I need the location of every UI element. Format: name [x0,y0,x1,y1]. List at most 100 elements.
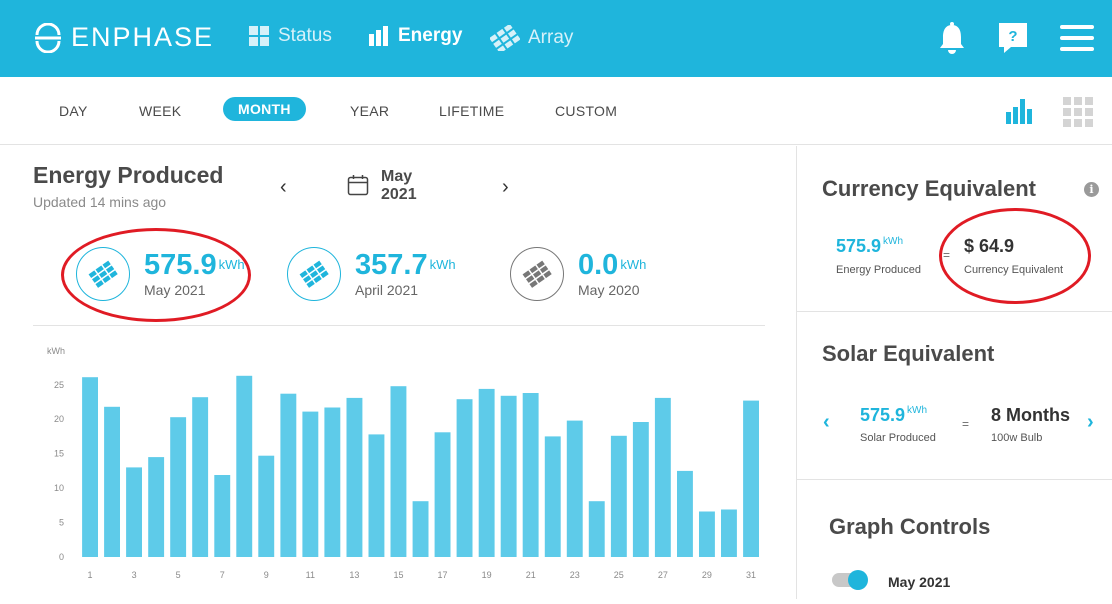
solar-equivalent-section: Solar Equivalent ‹ 575.9 kWh Solar Produc… [797,312,1112,480]
graph-controls-title: Graph Controls [829,514,991,539]
period-day[interactable]: DAY [59,103,88,119]
bar-day-5[interactable] [170,417,187,557]
bar-day-26[interactable] [632,422,649,557]
nav-energy[interactable]: Energy [368,25,462,47]
bar-day-9[interactable] [258,455,275,557]
calendar-icon [347,175,369,196]
bar-day-17[interactable] [434,432,451,557]
period-lifetime[interactable]: LIFETIME [439,103,505,119]
period-week[interactable]: WEEK [139,103,182,119]
currency-equivalent-section: Currency Equivalent i 575.9 kWh Energy Pr… [797,146,1112,312]
bar-day-11[interactable] [302,411,319,557]
nav-status[interactable]: Status [248,25,332,47]
x-tick-label: 11 [306,570,315,580]
bar-day-27[interactable] [654,397,671,557]
bar-day-12[interactable] [324,407,341,558]
bar-day-19[interactable] [478,388,495,557]
bar-day-3[interactable] [126,467,142,557]
bar-day-13[interactable] [346,397,363,557]
currency-produced-unit: kWh [883,236,904,247]
kpi-last-year-number: 0.0 [578,249,619,281]
updated-timestamp: Updated 14 mins ago [33,194,167,210]
y-axis-label: kWh [47,346,65,356]
series-toggle[interactable] [832,570,868,590]
red-annotation-circle [939,208,1091,304]
bar-view-icon[interactable] [1005,97,1033,125]
equals-sign: = [943,248,951,262]
period-month[interactable]: MONTH [223,97,306,121]
kpi-previous-month-badge [287,247,341,301]
nav-array[interactable]: Array [490,25,573,51]
period-year[interactable]: YEAR [350,103,390,119]
bar-chart-icon [369,26,388,46]
svg-text:?: ? [1008,28,1017,45]
bar-day-30[interactable] [721,509,737,558]
y-tick-label: 0 [59,552,64,562]
bar-day-25[interactable] [610,435,627,557]
bar-day-2[interactable] [104,406,120,557]
y-tick-label: 25 [54,380,64,390]
solar-next-chevron-icon[interactable]: › [1087,411,1094,433]
next-month-chevron-icon[interactable]: › [502,176,509,198]
nav-array-label: Array [528,27,574,48]
help-icon[interactable]: ? [997,21,1029,55]
bar-day-14[interactable] [368,434,385,557]
solar-produced-number: 575.9 [860,405,906,425]
energy-produced-title: Energy Produced [33,162,224,188]
x-tick-label: 27 [658,570,668,580]
x-tick-label: 31 [746,570,756,580]
info-icon[interactable]: i [1084,182,1099,197]
y-tick-label: 20 [54,414,64,424]
solar-prev-chevron-icon[interactable]: ‹ [823,411,830,433]
currency-produced-label: Energy Produced [836,264,921,276]
bar-day-16[interactable] [412,501,429,557]
energy-produced-panel: Energy Produced Updated 14 mins ago ‹ Ma… [0,146,796,599]
bar-day-23[interactable] [566,420,583,557]
bell-icon[interactable] [937,21,967,55]
solar-value-label: 100w Bulb [991,432,1043,444]
kpi-current-unit: kWh [218,257,245,272]
bar-day-8[interactable] [236,375,253,557]
brand-name: ENPHASE [71,22,215,52]
currency-produced-value: 575.9 kWh [836,236,903,257]
currency-produced-number: 575.9 [836,236,882,256]
bar-day-18[interactable] [456,399,473,557]
period-custom[interactable]: CUSTOM [555,103,618,119]
bar-day-20[interactable] [500,395,517,557]
bar-day-28[interactable] [677,470,693,557]
bar-day-29[interactable] [699,511,715,558]
prev-month-chevron-icon[interactable]: ‹ [280,176,287,198]
x-tick-label: 3 [132,570,137,580]
divider [33,325,765,326]
menu-icon[interactable] [1060,24,1094,52]
bar-day-15[interactable] [390,386,407,557]
bar-day-21[interactable] [522,393,539,557]
bar-day-1[interactable] [82,377,98,557]
date-label: May 2021 [381,168,417,204]
kpi-current-label: May 2021 [144,282,206,298]
date-picker[interactable]: May 2021 [347,168,417,204]
series-toggle-knob [848,570,868,590]
panels-icon [490,25,520,51]
brand-logo[interactable]: ENPHASE [33,22,214,53]
bar-day-31[interactable] [743,400,759,557]
bar-day-7[interactable] [214,475,231,557]
x-tick-label: 19 [482,570,492,580]
grid-view-icon[interactable] [1063,97,1093,127]
x-tick-label: 13 [349,570,359,580]
bar-day-4[interactable] [148,457,165,557]
currency-value-label: Currency Equivalent [964,264,1064,276]
solar-produced-unit: kWh [907,405,928,416]
nav-energy-label: Energy [398,25,463,46]
x-tick-label: 9 [264,570,269,580]
bar-day-22[interactable] [544,436,561,557]
grid-icon [249,26,269,46]
kpi-previous-month-number: 357.7 [355,249,428,281]
kpi-current-value: 575.9 kWh [144,250,245,280]
kpi-previous-month-unit: kWh [429,257,456,272]
bar-day-6[interactable] [192,397,209,557]
solar-value: 8 Months [991,405,1070,425]
bar-day-24[interactable] [588,501,605,557]
bar-day-10[interactable] [280,393,297,557]
